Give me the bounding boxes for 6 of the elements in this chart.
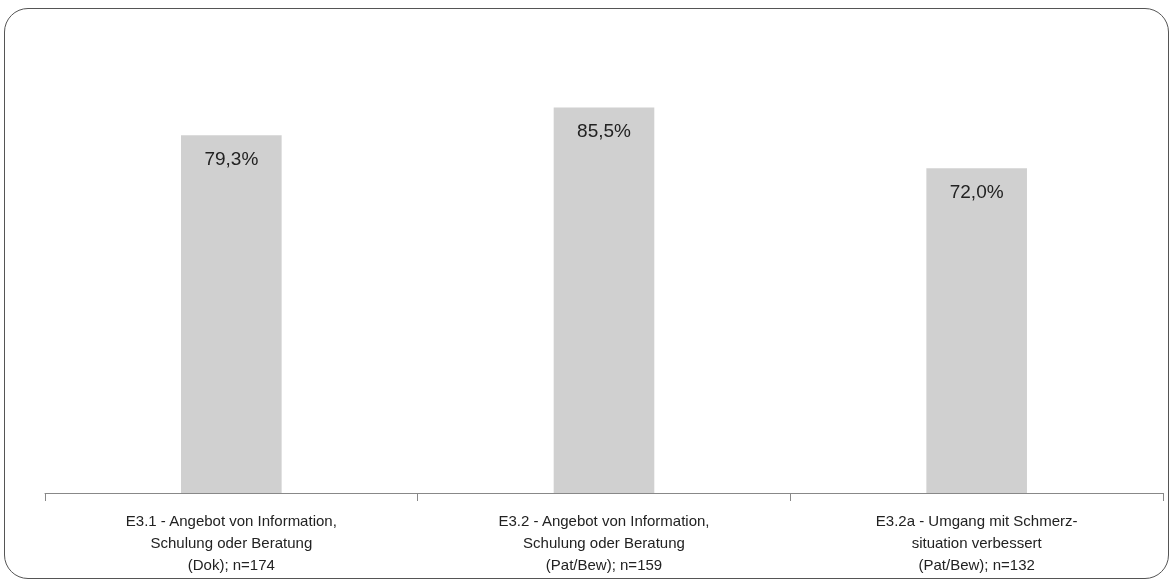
x-tick-label: E3.2a - Umgang mit Schmerz- situation verbessert (Pat/Bew); n=132	[875, 511, 1078, 573]
data-label: 72,0%	[949, 181, 1004, 203]
x-tick-label: E3.1 - Angebot von Information, Schulung oder Beratung (Dok); n=174	[125, 511, 337, 573]
x-tick-label: E3.2 - Angebot von Information, Schulung oder Beratung (Pat/Bew); n=159	[498, 511, 710, 573]
data-label: 79,3%	[204, 148, 259, 170]
data-label: 85,5%	[577, 120, 632, 142]
